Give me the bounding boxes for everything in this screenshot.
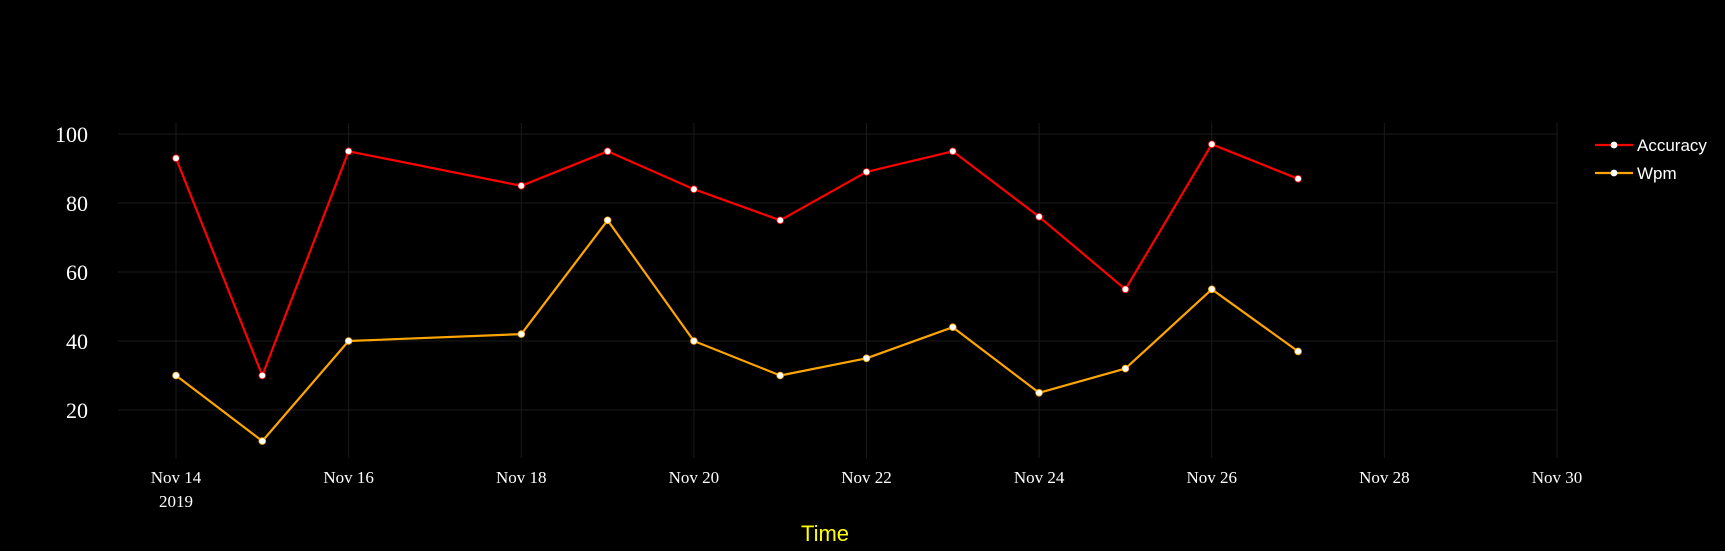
accuracy-point — [690, 185, 698, 194]
accuracy-point — [344, 147, 353, 156]
wpm-point — [603, 216, 612, 225]
wpm-point — [1208, 285, 1216, 294]
x-tick-sublabel: 2019 — [159, 492, 193, 511]
y-tick-label: 80 — [66, 191, 88, 216]
axis-ticks: Nov 14 2019 Nov 16 Nov 18 Nov 20 Nov 22 Nov 24… — [55, 122, 1582, 511]
legend-marker — [1610, 141, 1618, 149]
legend-item-accuracy[interactable]: Accuracy — [1595, 136, 1707, 155]
wpm-point — [862, 354, 871, 363]
accuracy-point — [1294, 175, 1302, 183]
accuracy-point — [776, 216, 784, 225]
x-axis-title: Time — [801, 521, 849, 546]
accuracy-point — [862, 168, 871, 176]
x-tick-label: Nov 26 — [1186, 468, 1237, 487]
wpm-point — [172, 371, 180, 380]
wpm-point — [1121, 364, 1130, 373]
legend[interactable]: Accuracy Wpm — [1595, 136, 1707, 183]
x-tick-label: Nov 22 — [841, 468, 892, 487]
wpm-point — [690, 337, 698, 345]
wpm-point — [1035, 388, 1043, 397]
legend-marker — [1610, 169, 1618, 177]
wpm-point — [776, 371, 784, 380]
legend-item-wpm[interactable]: Wpm — [1595, 164, 1677, 183]
wpm-point — [258, 437, 267, 445]
y-tick-label: 60 — [66, 260, 88, 285]
wpm-point — [517, 330, 526, 338]
accuracy-point — [1035, 213, 1043, 221]
x-tick-label: Nov 24 — [1014, 468, 1065, 487]
accuracy-point — [172, 154, 180, 163]
legend-label: Wpm — [1637, 164, 1677, 183]
wpm-point — [1294, 347, 1302, 356]
y-tick-label: 100 — [55, 122, 88, 147]
wpm-point — [948, 323, 957, 332]
wpm-line — [175, 219, 1299, 443]
legend-label: Accuracy — [1637, 136, 1707, 155]
wpm-point — [344, 337, 353, 345]
x-tick-label: Nov 14 — [151, 468, 202, 487]
gridlines — [118, 123, 1558, 458]
accuracy-point — [948, 147, 957, 156]
y-tick-label: 20 — [66, 398, 88, 423]
x-tick-label: Nov 18 — [496, 468, 547, 487]
accuracy-point — [603, 147, 612, 156]
accuracy-point — [517, 182, 526, 190]
x-tick-label: Nov 16 — [323, 468, 374, 487]
y-tick-label: 40 — [66, 329, 88, 354]
x-tick-label: Nov 28 — [1359, 468, 1410, 487]
plot-area — [172, 140, 1302, 445]
x-tick-label: Nov 30 — [1532, 468, 1583, 487]
accuracy-point — [1121, 285, 1130, 294]
accuracy-point — [258, 371, 267, 380]
accuracy-point — [1208, 140, 1216, 149]
x-tick-label: Nov 20 — [669, 468, 720, 487]
